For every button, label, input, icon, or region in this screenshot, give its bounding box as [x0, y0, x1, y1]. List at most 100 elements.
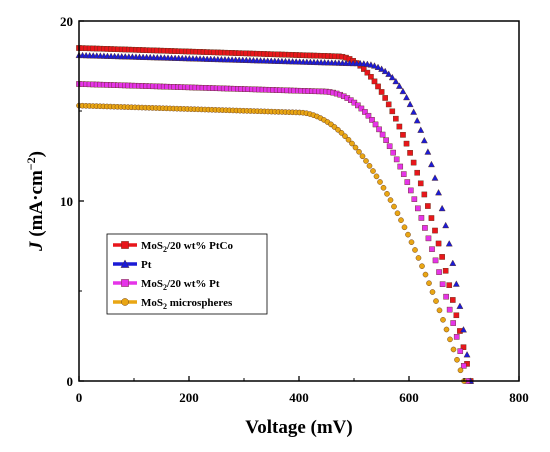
- data-point: [366, 163, 373, 169]
- y-tick-label: 0: [67, 374, 74, 389]
- data-point: [401, 224, 408, 231]
- data-point: [120, 259, 130, 268]
- data-point: [378, 65, 386, 72]
- data-point: [433, 298, 439, 304]
- data-point: [356, 148, 362, 155]
- plot-frame: [78, 20, 520, 382]
- data-point: [460, 363, 467, 369]
- y-tick-label: 10: [60, 194, 73, 209]
- legend: MoS2/20 wt% PtCo Pt MoS2/20 wt% Pt MoS2 mic…: [106, 233, 268, 315]
- data-point: [345, 136, 352, 143]
- data-point: [436, 307, 443, 314]
- data-point: [439, 281, 446, 287]
- data-point: [456, 302, 464, 309]
- legend-label: MoS2 microspheres: [141, 297, 233, 311]
- data-point: [388, 73, 396, 81]
- data-point: [419, 263, 425, 269]
- data-point: [352, 144, 359, 151]
- data-point: [413, 117, 421, 124]
- data-point: [447, 336, 453, 343]
- data-point: [449, 259, 457, 266]
- data-point: [424, 148, 432, 155]
- legend-item: MoS2/20 wt% PtCo: [113, 240, 233, 254]
- data-point: [359, 153, 366, 160]
- legend-item: MoS2/20 wt% Pt: [113, 278, 220, 292]
- data-point: [403, 93, 410, 101]
- data-point: [428, 160, 435, 168]
- data-point: [422, 225, 428, 231]
- data-point: [369, 117, 375, 123]
- data-point: [431, 174, 439, 181]
- x-tick-label: 600: [399, 390, 419, 405]
- data-point: [397, 163, 404, 170]
- data-point: [398, 217, 404, 223]
- data-point: [371, 78, 378, 85]
- data-point: [349, 140, 355, 147]
- data-point: [411, 196, 418, 202]
- data-point: [435, 189, 442, 196]
- data-point: [408, 187, 414, 194]
- data-point: [392, 77, 400, 85]
- data-point: [391, 203, 397, 210]
- data-point: [365, 112, 372, 119]
- data-point: [429, 289, 436, 295]
- y-axis-title: J (mA·cm−2): [24, 151, 47, 252]
- data-point: [450, 346, 457, 353]
- data-point: [367, 61, 375, 68]
- data-point: [443, 326, 450, 333]
- data-point: [463, 351, 471, 358]
- data-point: [450, 320, 456, 326]
- x-tick-label: 200: [179, 390, 199, 405]
- data-point: [439, 254, 445, 260]
- data-point: [121, 241, 129, 249]
- series-markers: [76, 102, 467, 384]
- legend-item: Pt: [113, 259, 152, 271]
- data-point: [371, 62, 378, 69]
- data-point: [399, 87, 407, 95]
- data-point: [390, 149, 396, 156]
- data-point: [400, 132, 406, 138]
- data-point: [412, 247, 418, 253]
- data-point: [442, 221, 450, 229]
- data-point: [381, 67, 389, 75]
- x-tick-label: 800: [509, 390, 529, 405]
- data-point: [364, 69, 371, 76]
- data-point: [342, 133, 348, 139]
- legend-item: MoS2 microspheres: [113, 297, 233, 311]
- data-point: [393, 156, 400, 163]
- data-point: [454, 356, 460, 363]
- data-point: [440, 317, 446, 323]
- data-point: [460, 344, 467, 350]
- data-point: [396, 123, 403, 130]
- data-point: [425, 203, 431, 209]
- data-point: [386, 143, 393, 150]
- x-tick-label: 0: [76, 390, 83, 405]
- data-point: [429, 246, 435, 252]
- legend-label: MoS2/20 wt% Pt: [141, 278, 220, 292]
- data-point: [445, 240, 453, 247]
- data-point: [403, 140, 410, 147]
- data-point: [378, 89, 385, 95]
- data-point: [368, 73, 374, 80]
- data-point: [410, 108, 418, 115]
- y-tick-label: 20: [60, 14, 73, 29]
- data-point: [389, 108, 396, 115]
- data-point: [432, 227, 438, 234]
- data-point: [407, 150, 413, 156]
- data-point: [417, 180, 424, 187]
- data-point: [374, 63, 382, 70]
- plot-markers: [75, 45, 475, 384]
- data-point: [443, 293, 449, 300]
- x-ticks: 0 200 400 600 800: [76, 376, 529, 405]
- data-point: [395, 82, 403, 89]
- data-point: [415, 205, 421, 212]
- data-point: [372, 121, 379, 128]
- data-point: [382, 95, 388, 101]
- data-point: [380, 184, 387, 191]
- data-point: [121, 279, 129, 287]
- data-point: [375, 83, 381, 90]
- data-point: [414, 169, 421, 176]
- data-point: [404, 179, 411, 185]
- data-point: [385, 101, 392, 108]
